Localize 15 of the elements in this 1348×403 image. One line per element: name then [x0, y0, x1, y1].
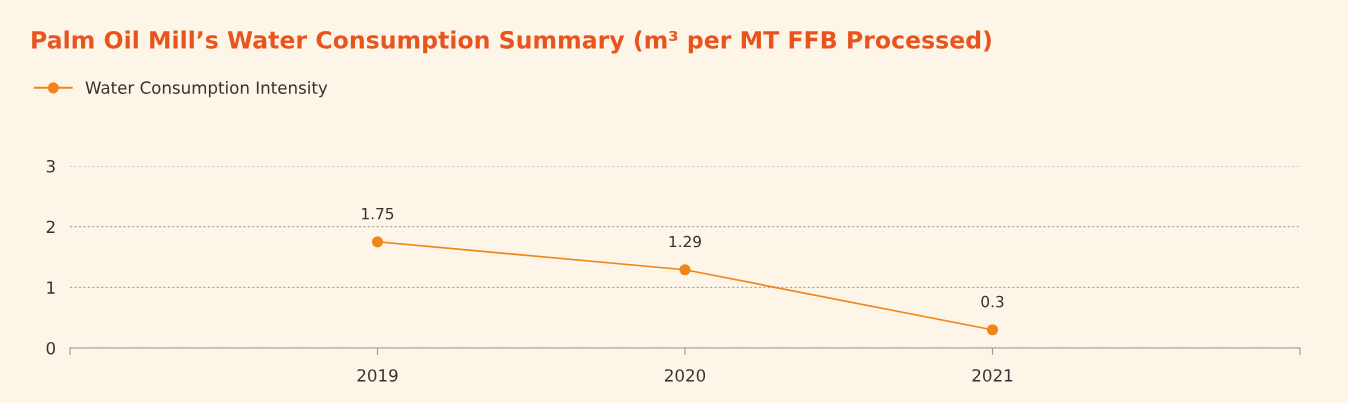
- x-tick-label: 2021: [972, 369, 1013, 382]
- y-tick-label: 1: [47, 281, 55, 294]
- x-tick-label: 2020: [665, 369, 706, 382]
- data-label: 1.29: [669, 235, 701, 248]
- point: [679, 264, 691, 276]
- legend-label: Water Consumption Intensity: [85, 81, 328, 98]
- chart-title: Palm Oil Mill’s Water Consumption Summary (m³ per MT FFB Processed): [32, 30, 991, 54]
- x-tick-label: 2019: [357, 369, 398, 382]
- point: [986, 324, 999, 336]
- data-label: 1.75: [362, 208, 394, 220]
- point: [371, 236, 384, 248]
- y-tick-label: 3: [46, 159, 55, 173]
- y-tick-label: 0: [46, 341, 55, 355]
- data-label: 0.3: [981, 295, 1004, 308]
- y-tick-label: 2: [46, 220, 55, 233]
